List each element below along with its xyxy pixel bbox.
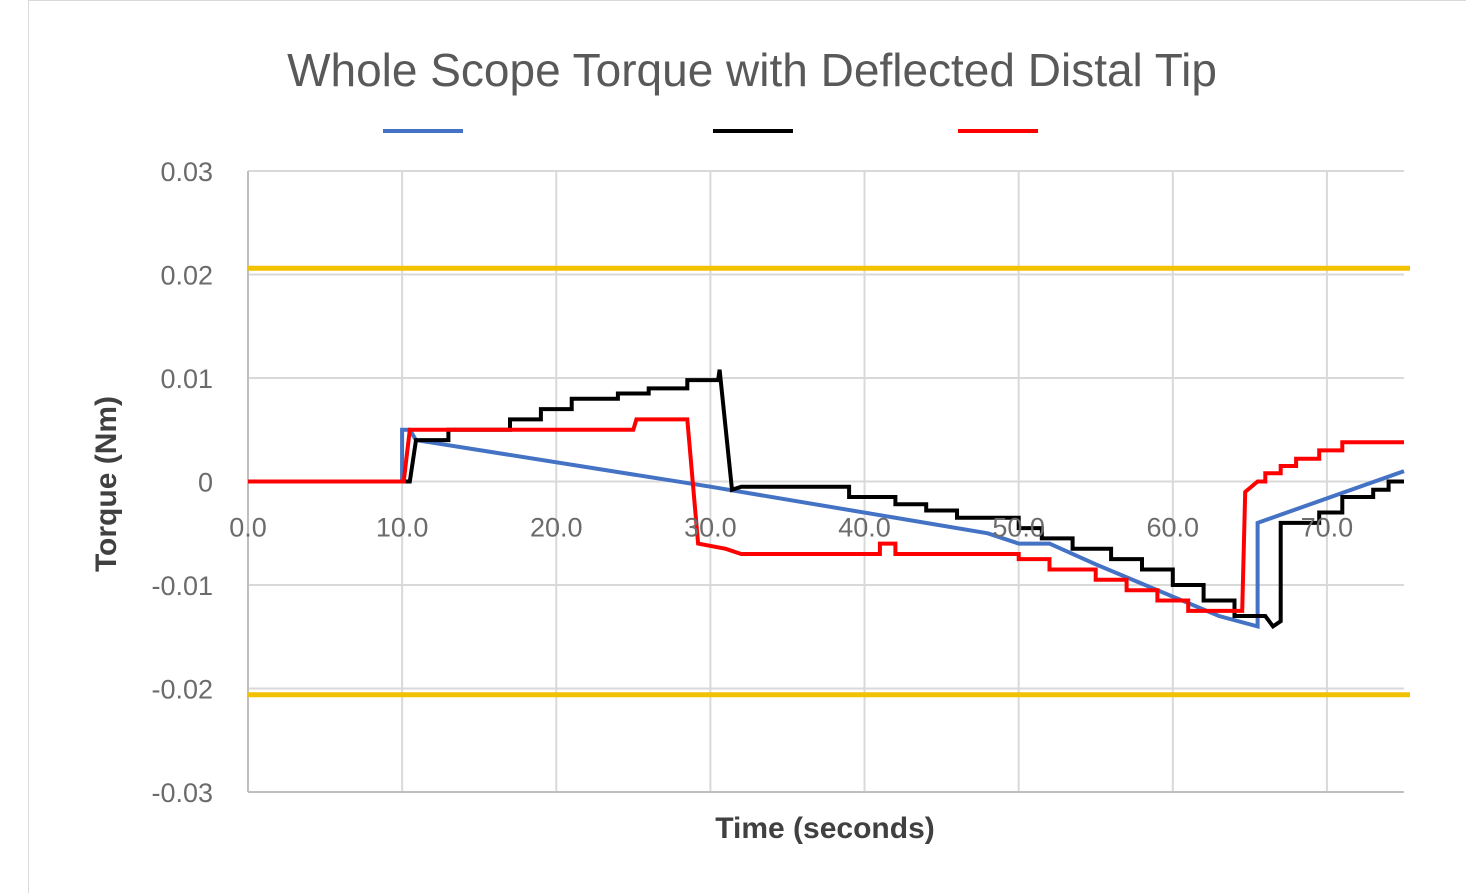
x-tick-label: 0.0 xyxy=(229,513,267,543)
x-tick-label: 20.0 xyxy=(530,513,583,543)
series-line-3 xyxy=(248,417,1404,613)
y-tick-label: 0.02 xyxy=(160,261,213,291)
series-group xyxy=(248,369,1405,630)
x-tick-label: 70.0 xyxy=(1301,513,1354,543)
y-tick-label: -0.01 xyxy=(151,571,213,601)
y-tick-label: -0.03 xyxy=(151,778,213,808)
chart-frame xyxy=(28,0,1466,893)
series-line-1 xyxy=(248,427,1405,630)
y-tick-label: 0 xyxy=(198,468,213,498)
x-tick-label: 10.0 xyxy=(376,513,429,543)
y-tick-label: -0.02 xyxy=(151,675,213,705)
x-axis-label: Time (seconds) xyxy=(715,812,935,845)
x-tick-label: 50.0 xyxy=(992,513,1045,543)
y-tick-labels: 0.03 0.02 0.01 0 -0.01 -0.02 -0.03 xyxy=(151,157,213,808)
x-tick-labels: 0.0 10.0 20.0 30.0 40.0 50.0 60.0 70.0 xyxy=(229,513,1353,543)
y-axis-label: Torque (Nm) xyxy=(90,396,123,572)
x-tick-label: 30.0 xyxy=(684,513,737,543)
x-tick-label: 60.0 xyxy=(1147,513,1200,543)
limit-lines xyxy=(248,265,1410,698)
gridlines xyxy=(247,170,1404,793)
y-tick-label: 0.01 xyxy=(160,364,213,394)
series-line-2 xyxy=(248,369,1404,630)
x-tick-label: 40.0 xyxy=(838,513,891,543)
y-tick-label: 0.03 xyxy=(160,157,213,187)
chart-title: Whole Scope Torque with Deflected Distal… xyxy=(287,44,1217,96)
